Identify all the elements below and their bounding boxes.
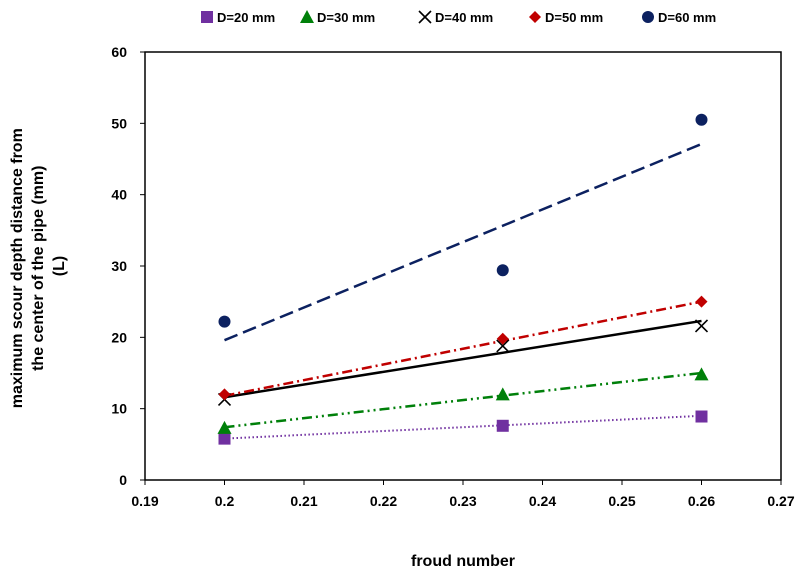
y-axis-label: maximum scour depth distance from the ce… — [9, 124, 68, 409]
legend-marker — [642, 11, 654, 23]
data-point — [695, 113, 708, 126]
legend-label: D=50 mm — [545, 10, 603, 25]
x-tick-label: 0.23 — [449, 493, 476, 509]
trend-line-20mm — [224, 414, 702, 440]
data-point — [495, 387, 510, 401]
y-axis-label-line-3: (L) — [51, 256, 68, 276]
trend-line-60mm — [224, 142, 702, 342]
data-point — [218, 432, 231, 445]
data-point — [218, 388, 231, 401]
axis-ticks: 0.19 0.2 0.21 0.22 0.23 0.24 0.25 0.26 0.27 0 10 20… — [111, 44, 794, 509]
y-tick-label: 0 — [119, 472, 127, 488]
legend-label: D=30 mm — [317, 10, 375, 25]
legend-marker — [201, 11, 213, 23]
plot-area — [144, 51, 782, 481]
data-point — [695, 410, 708, 423]
y-tick-label: 30 — [111, 258, 127, 274]
trend-line-40mm — [224, 319, 702, 399]
legend: D=20 mm D=30 mm D=40 mm D=50 mm D=60 mm — [201, 10, 716, 25]
legend-label: D=40 mm — [435, 10, 493, 25]
data-point — [694, 319, 709, 333]
x-tick-label: 0.24 — [529, 493, 556, 509]
legend-label: D=20 mm — [217, 10, 275, 25]
legend-marker — [418, 10, 432, 24]
y-tick-label: 40 — [111, 187, 127, 203]
data-point — [218, 315, 231, 328]
trend-lines — [224, 142, 702, 440]
x-tick-label: 0.22 — [370, 493, 397, 509]
x-axis-label: froud number — [411, 553, 515, 570]
data-point — [496, 339, 510, 353]
y-axis-label-line-2: the center of the pipe (mm) — [30, 166, 47, 371]
y-axis-label-line-1: maximum scour depth distance from — [9, 128, 26, 408]
trend-line-30mm — [224, 371, 702, 429]
x-tick-label: 0.21 — [290, 493, 317, 509]
trend-line-50mm — [224, 300, 702, 398]
legend-marker — [300, 10, 314, 23]
y-tick-label: 20 — [111, 329, 127, 345]
y-tick-label: 60 — [111, 44, 127, 60]
x-tick-label: 0.25 — [608, 493, 635, 509]
x-tick-label: 0.26 — [688, 493, 715, 509]
data-point — [217, 420, 232, 434]
x-tick-label: 0.27 — [767, 493, 794, 509]
data-point — [496, 332, 509, 345]
legend-marker — [529, 11, 541, 23]
x-tick-label: 0.19 — [131, 493, 158, 509]
data-point — [694, 367, 709, 381]
data-point — [695, 295, 708, 308]
y-tick-label: 50 — [111, 115, 127, 131]
legend-label: D=60 mm — [658, 10, 716, 25]
data-point — [496, 419, 509, 432]
x-tick-label: 0.2 — [215, 493, 235, 509]
data-points — [217, 113, 709, 445]
y-tick-label: 10 — [111, 401, 127, 417]
data-point — [496, 264, 509, 277]
